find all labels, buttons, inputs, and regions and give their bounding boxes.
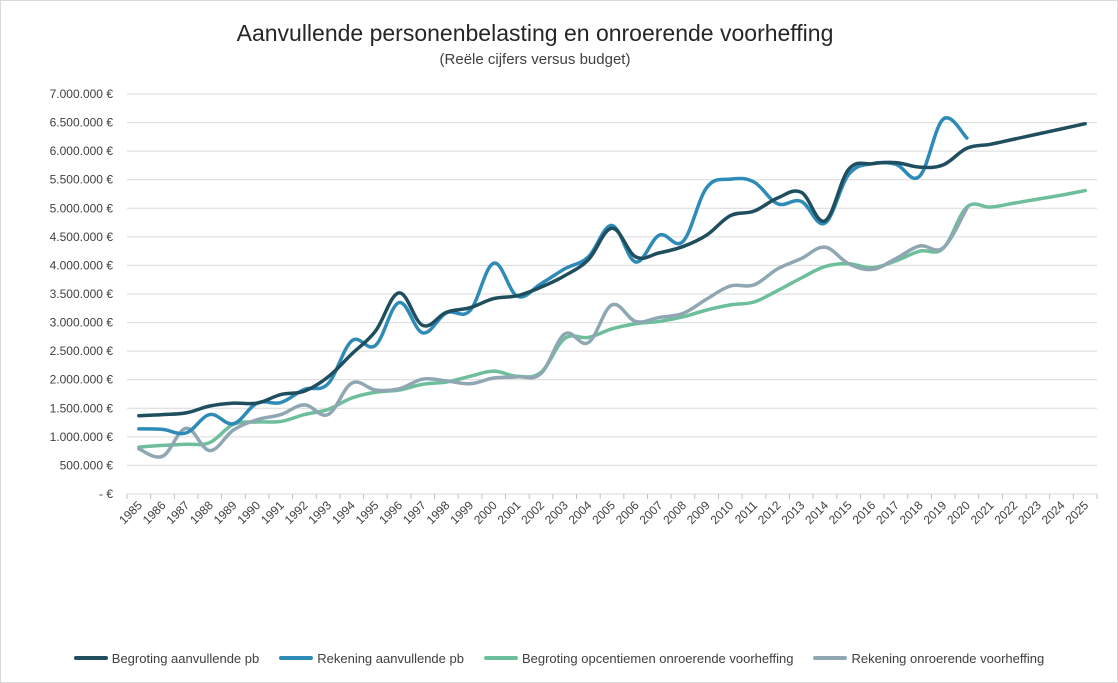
chart-subtitle: (Reële cijfers versus budget) — [439, 51, 631, 68]
y-tick-label: 500.000 € — [60, 458, 114, 472]
x-tick-label: 1999 — [447, 498, 476, 527]
legend-swatch — [483, 656, 518, 660]
x-tick-label: 2024 — [1039, 498, 1068, 527]
x-tick-label: 2008 — [660, 498, 689, 527]
x-tick-label: 1992 — [282, 498, 311, 527]
legend-swatch — [279, 656, 314, 660]
x-tick-label: 2000 — [471, 498, 500, 527]
y-tick-label: 5.000.000 € — [50, 201, 114, 215]
x-tick-label: 2001 — [495, 498, 524, 527]
legend: Begroting aanvullende pb Rekening aanvull… — [0, 648, 1118, 668]
series-line-rekening-aanvullende-pb — [137, 116, 969, 436]
y-tick-label: 6.000.000 € — [50, 144, 114, 158]
x-tick-label: 2016 — [850, 498, 879, 527]
x-tick-label: 2011 — [732, 498, 760, 526]
x-tick-label: 1990 — [234, 498, 263, 527]
x-tick-label: 2023 — [1015, 498, 1044, 527]
x-tick-label: 2022 — [992, 498, 1021, 527]
x-tick-label: 1993 — [305, 498, 334, 527]
x-tick-label: 2002 — [518, 498, 547, 527]
x-tick-label: 2013 — [779, 498, 808, 527]
x-tick-label: 1988 — [187, 498, 216, 527]
legend-swatch — [813, 656, 848, 660]
x-tick-label: 2020 — [944, 498, 973, 527]
legend-item-begroting-aanvullende-pb: Begroting aanvullende pb — [73, 650, 260, 666]
x-tick-label: 2007 — [637, 498, 666, 527]
y-tick-label: 3.000.000 € — [50, 316, 114, 330]
series-line-rekening-ov — [137, 206, 969, 459]
x-tick-label: 1991 — [258, 498, 287, 527]
x-tick-label: 1986 — [140, 498, 169, 527]
x-tick-label: 2017 — [873, 498, 902, 527]
x-tick-label: 1994 — [329, 498, 358, 527]
legend-swatch — [73, 656, 108, 660]
legend-label: Rekening onroerende voorheffing — [851, 650, 1045, 666]
x-tick-label: 2025 — [1063, 498, 1092, 527]
chart-title: Aanvullende personenbelasting en onroere… — [236, 20, 834, 46]
y-tick-label: 1.000.000 € — [50, 430, 114, 444]
legend-item-rekening-aanvullende-pb: Rekening aanvullende pb — [279, 651, 464, 666]
x-tick-label: 2006 — [613, 498, 642, 527]
legend-label: Begroting aanvullende pb — [111, 650, 260, 666]
x-tick-label: 1995 — [353, 498, 382, 527]
x-tick-label: 1987 — [163, 498, 192, 527]
x-tick-label: 1985 — [116, 498, 145, 527]
x-tick-label: 1997 — [400, 498, 429, 527]
y-tick-label: 3.500.000 € — [50, 287, 114, 301]
x-tick-label: 2021 — [968, 498, 997, 527]
x-tick-label: 2005 — [589, 498, 618, 527]
x-tick-label: 2019 — [921, 498, 950, 527]
y-tick-label: 4.000.000 € — [50, 258, 114, 272]
y-tick-label: 7.000.000 € — [50, 87, 114, 101]
x-tick-label: 2004 — [566, 498, 595, 527]
legend-label: Begroting opcentiemen onroerende voorhef… — [521, 650, 794, 666]
series-line-begroting-aanvullende-pb — [137, 121, 1087, 418]
y-tick-label: 2.000.000 € — [50, 373, 114, 387]
y-tick-label: 5.500.000 € — [50, 173, 114, 187]
legend-item-begroting-opcentiemen-ov: Begroting opcentiemen onroerende voorhef… — [483, 650, 794, 666]
y-tick-label: 1.500.000 € — [50, 401, 114, 415]
y-tick-label: 6.500.000 € — [50, 116, 114, 130]
series-line-begroting-opcentiemen-ov — [137, 188, 1087, 449]
x-tick-label: 2009 — [684, 498, 713, 527]
x-tick-label: 1998 — [424, 498, 453, 527]
y-tick-label: - € — [99, 487, 113, 501]
x-tick-label: 2003 — [542, 498, 571, 527]
x-tick-label: 2014 — [802, 498, 831, 527]
x-tick-label: 1989 — [211, 498, 240, 527]
x-tick-label: 2015 — [826, 498, 855, 527]
legend-label: Rekening aanvullende pb — [317, 650, 464, 666]
x-tick-label: 2012 — [755, 498, 784, 527]
legend-item-rekening-ov: Rekening onroerende voorheffing — [813, 651, 1044, 666]
x-tick-label: 2018 — [897, 498, 926, 527]
y-tick-label: 2.500.000 € — [50, 344, 114, 358]
x-tick-label: 2010 — [708, 498, 737, 527]
y-tick-label: 4.500.000 € — [50, 230, 114, 244]
x-tick-label: 1996 — [376, 498, 405, 527]
